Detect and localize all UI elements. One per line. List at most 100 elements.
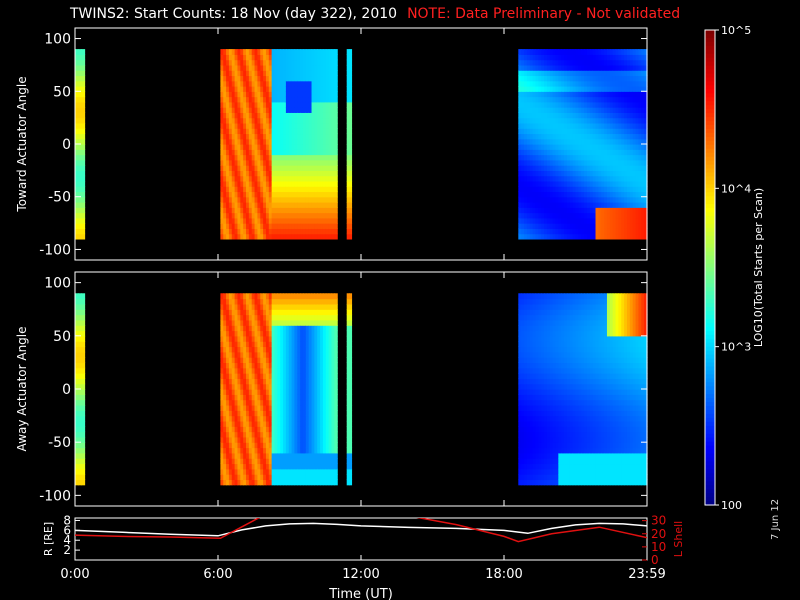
heatmap-cell — [606, 165, 611, 171]
heatmap-cell — [75, 330, 79, 337]
heatmap-cell — [638, 175, 642, 182]
heatmap-cell — [228, 463, 233, 470]
heatmap-cell — [532, 207, 537, 214]
heatmap-cell — [569, 196, 574, 203]
heatmap-cell — [75, 468, 79, 475]
heatmap-cell — [325, 314, 330, 321]
heatmap-cell — [75, 117, 79, 124]
heatmap-cell — [569, 122, 574, 129]
heatmap-cell — [575, 196, 579, 203]
heatmap-cell — [251, 233, 256, 240]
heatmap-cell — [263, 159, 267, 166]
heatmap-cell — [308, 138, 313, 145]
heatmap-cell — [246, 175, 250, 182]
heatmap-cell — [626, 217, 631, 224]
heatmap-cell — [226, 452, 230, 459]
heatmap-cell — [317, 96, 321, 103]
heatmap-cell — [308, 117, 313, 124]
heatmap-cell — [246, 325, 250, 332]
heatmap-cell — [626, 80, 631, 87]
heatmap-cell — [265, 75, 270, 82]
heatmap-cell — [592, 228, 597, 235]
heatmap-cell — [320, 293, 324, 300]
heatmap-cell — [518, 175, 522, 182]
heatmap-cell — [280, 233, 284, 240]
heatmap-cell — [265, 59, 270, 66]
heatmap-cell — [223, 463, 227, 470]
heatmap-cell — [322, 80, 327, 87]
heatmap-cell — [612, 54, 617, 61]
heatmap-cell — [331, 154, 335, 161]
heatmap-cell — [615, 133, 619, 140]
heatmap-cell — [81, 101, 86, 108]
heatmap-cell — [265, 196, 270, 203]
heatmap-cell — [280, 357, 284, 364]
heatmap-cell — [237, 426, 241, 433]
heatmap-cell — [526, 117, 531, 124]
heatmap-cell — [328, 233, 333, 240]
heatmap-cell — [331, 404, 335, 411]
heatmap-cell — [246, 80, 250, 87]
heatmap-cell — [541, 144, 545, 150]
heatmap-cell — [75, 319, 79, 326]
heatmap-cell — [223, 298, 227, 305]
heatmap-cell — [271, 447, 276, 454]
heatmap-cell — [237, 474, 241, 481]
heatmap-cell — [349, 431, 353, 438]
heatmap-cell — [322, 319, 327, 326]
heatmap-cell — [589, 159, 594, 166]
heatmap-cell — [320, 431, 324, 438]
heatmap-cell — [549, 64, 554, 71]
heatmap-cell — [552, 107, 557, 113]
heatmap-cell — [234, 96, 239, 103]
heatmap-cell — [237, 357, 241, 364]
heatmap-cell — [300, 394, 304, 401]
heatmap-cell — [632, 233, 637, 240]
heatmap-cell — [626, 228, 631, 235]
heatmap-cell — [317, 351, 321, 358]
heatmap-cell — [254, 96, 259, 103]
heatmap-cell — [265, 458, 270, 465]
heatmap-cell — [322, 383, 327, 390]
heatmap-cell — [257, 394, 261, 401]
heatmap-cell — [558, 165, 562, 171]
heatmap-cell — [260, 474, 264, 481]
heatmap-cell — [575, 70, 579, 77]
heatmap-cell — [632, 159, 637, 166]
heatmap-cell — [291, 468, 296, 475]
heatmap-cell — [538, 191, 542, 198]
heatmap-cell — [629, 223, 634, 229]
heatmap-cell — [246, 335, 250, 342]
heatmap-cell — [538, 217, 542, 224]
heatmap-cell — [268, 335, 273, 342]
heatmap-cell — [612, 217, 617, 224]
heatmap-cell — [237, 410, 241, 417]
heatmap-cell — [237, 468, 241, 475]
heatmap-cell — [624, 91, 628, 98]
heatmap-cell — [280, 378, 284, 385]
heatmap-cell — [263, 59, 267, 66]
heatmap-cell — [538, 128, 542, 135]
heatmap-cell — [254, 458, 259, 465]
heatmap-cell — [226, 378, 230, 385]
heatmap-cell — [300, 170, 304, 177]
heatmap-cell — [260, 96, 264, 103]
heatmap-cell — [274, 107, 278, 113]
heatmap-cell — [328, 128, 333, 135]
heatmap-cell — [578, 144, 582, 150]
heatmap-cell — [334, 341, 338, 348]
heatmap-cell — [314, 228, 318, 235]
heatmap-cell — [526, 207, 531, 214]
heatmap-cell — [78, 404, 82, 411]
heatmap-cell — [561, 49, 565, 55]
heatmap-cell — [544, 107, 548, 113]
heatmap-cell — [251, 447, 256, 454]
heatmap-cell — [569, 186, 574, 193]
heatmap-cell — [601, 144, 605, 150]
heatmap-cell — [260, 303, 264, 310]
heatmap-cell — [612, 175, 617, 182]
heatmap-cell — [265, 70, 270, 77]
heatmap-cell — [629, 144, 634, 150]
heatmap-cell — [274, 378, 278, 385]
heatmap-cell — [263, 233, 267, 240]
